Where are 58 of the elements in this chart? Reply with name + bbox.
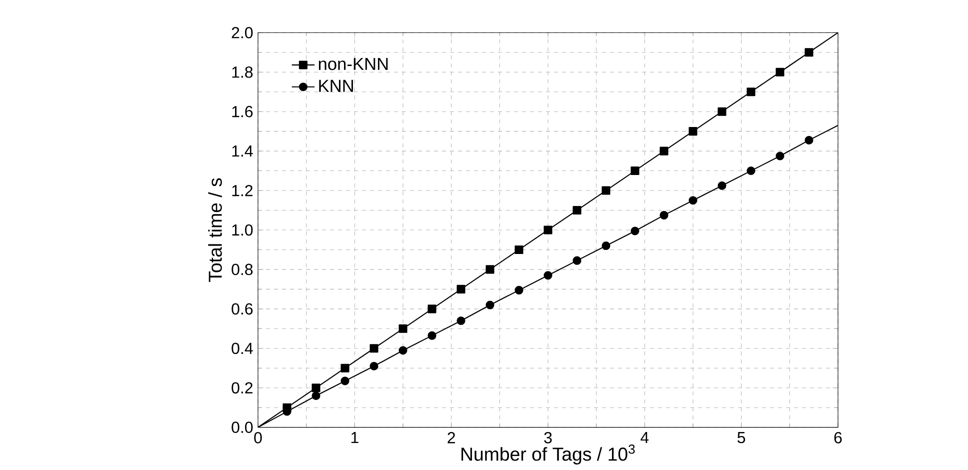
point xyxy=(718,107,726,116)
point xyxy=(688,196,698,205)
point xyxy=(776,68,784,76)
point xyxy=(544,226,552,234)
y-tick-label: 1.0 xyxy=(232,224,253,236)
point xyxy=(370,362,378,370)
x-tick-label: 3 xyxy=(544,432,552,444)
legend-label: KNN xyxy=(319,80,353,92)
x-tick-label: 2 xyxy=(448,432,455,444)
point xyxy=(428,304,436,314)
point xyxy=(630,166,640,176)
point xyxy=(544,271,552,280)
point xyxy=(630,226,640,236)
x-tick-label: 0 xyxy=(254,432,262,444)
point xyxy=(514,245,524,254)
point xyxy=(398,346,408,355)
y-tick-label: 0.4 xyxy=(232,342,253,354)
y-axis-title: Total time / s xyxy=(208,178,222,282)
x-tick-label: 4 xyxy=(640,432,649,444)
point xyxy=(804,48,814,57)
x-tick-label: 6 xyxy=(834,432,842,444)
point xyxy=(486,300,494,310)
point xyxy=(746,166,756,176)
y-tick-label: 0.2 xyxy=(232,382,252,394)
point xyxy=(572,256,582,265)
x-axis-title: Number of Tags / 10$^{3}$ xyxy=(462,444,635,464)
point xyxy=(660,146,668,156)
point xyxy=(428,331,436,340)
point xyxy=(312,391,320,400)
point xyxy=(456,316,466,326)
point xyxy=(804,136,814,144)
y-tick-label: 1.6 xyxy=(232,106,253,118)
point xyxy=(718,181,726,190)
point xyxy=(602,186,610,195)
x-tick-label: 5 xyxy=(738,432,746,444)
point xyxy=(486,265,494,274)
point xyxy=(602,242,610,250)
point xyxy=(340,364,350,372)
x-tick-label: 1 xyxy=(351,432,358,444)
point xyxy=(746,88,756,96)
point xyxy=(660,210,668,220)
point xyxy=(514,286,524,294)
point xyxy=(398,324,408,333)
y-tick-label: 0.8 xyxy=(232,264,253,276)
legend-label: non-KNN xyxy=(318,58,388,70)
point xyxy=(688,127,698,136)
y-tick-label: 1.8 xyxy=(232,66,253,78)
y-tick-label: 1.4 xyxy=(232,146,253,157)
point xyxy=(370,344,378,353)
y-tick-label: 0.0 xyxy=(232,422,253,433)
y-tick-label: 0.6 xyxy=(232,303,253,315)
point xyxy=(776,152,784,160)
y-tick-label: 1.2 xyxy=(232,184,252,196)
point xyxy=(456,284,466,294)
point xyxy=(340,376,350,386)
y-tick-label: 2.0 xyxy=(232,27,253,38)
point xyxy=(312,384,320,392)
point xyxy=(572,206,582,215)
